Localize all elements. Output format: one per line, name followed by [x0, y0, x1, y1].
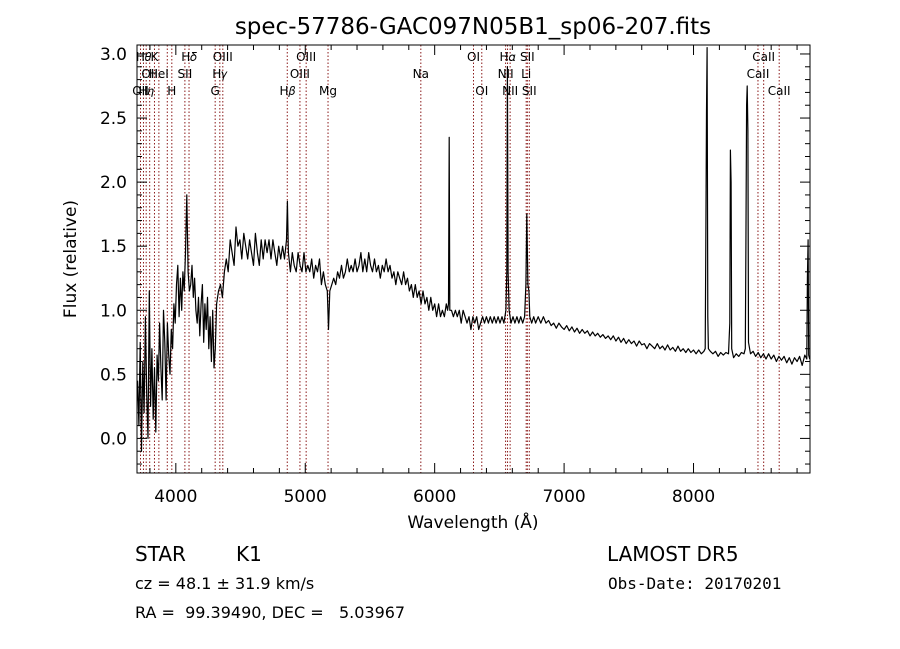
line-label-10: G [211, 84, 220, 98]
line-label-14: OIII [290, 67, 310, 81]
line-label-17: Na [413, 67, 429, 81]
line-label-15: OIII [296, 50, 316, 64]
y-axis-label: Flux (relative) [61, 200, 81, 318]
line-label-1: H𝜃 [136, 50, 151, 64]
line-label-5: HeI [149, 67, 169, 81]
line-label-7: H [167, 84, 176, 98]
y-tick-label-1: 0.5 [100, 365, 127, 385]
sky-coordinates: RA = 99.39490, DEC = 5.03967 [135, 603, 406, 622]
spectrum-series-line [137, 47, 811, 452]
x-axis-label: Wavelength (Å) [407, 511, 538, 533]
line-label-2: H𝜂 [139, 84, 155, 98]
line-label-25: SII [522, 84, 537, 98]
y-tick-label-2: 1.0 [100, 301, 127, 321]
line-label-28: CaII [768, 84, 791, 98]
line-label-4: K [151, 50, 160, 64]
y-tick-label-5: 2.5 [100, 109, 127, 129]
line-label-18: OI [467, 50, 480, 64]
x-tick-label-1: 5000 [284, 487, 327, 507]
y-tick-label-6: 3.0 [100, 45, 127, 65]
line-label-22: NII [502, 84, 518, 98]
x-tick-label-0: 4000 [154, 487, 197, 507]
line-label-12: OIII [213, 50, 233, 64]
line-label-3: OII [141, 67, 158, 81]
spectral-line-labels: OIIH𝜃H𝜂OIIKHeIHSIIH𝛿GH𝛾OIIIH𝛽OIIIOIIIMgN… [132, 50, 790, 98]
y-tick-label-0: 0.0 [100, 429, 127, 449]
line-label-8: SII [178, 67, 193, 81]
y-axis: 0.0 0.5 1.0 1.5 2.0 2.5 3.0 [100, 45, 810, 465]
line-label-19: OI [475, 84, 488, 98]
y-tick-label-4: 2.0 [100, 173, 127, 193]
line-label-0: OII [132, 84, 149, 98]
y-tick-label-3: 1.5 [100, 237, 127, 257]
line-label-11: H𝛾 [212, 67, 228, 81]
object-type: STAR [135, 542, 186, 566]
x-tick-label-2: 6000 [413, 487, 456, 507]
line-label-16: Mg [319, 84, 337, 98]
line-label-20: NII [498, 67, 514, 81]
survey-name: LAMOST DR5 [607, 542, 739, 566]
spectral-line-markers [139, 45, 780, 473]
redshift-velocity: cz = 48.1 ± 31.9 km/s [135, 574, 315, 593]
line-label-27: CaII [752, 50, 775, 64]
spectral-subclass: K1 [236, 542, 262, 566]
line-label-24: SII [520, 50, 535, 64]
line-label-23: Li [521, 67, 531, 81]
x-tick-label-4: 8000 [672, 487, 715, 507]
x-tick-label-3: 7000 [542, 487, 585, 507]
observation-date: Obs-Date: 20170201 [608, 574, 782, 593]
chart-title: spec-57786-GAC097N05B1_sp06-207.fits [235, 14, 711, 40]
line-label-13: H𝛽 [279, 84, 295, 98]
line-label-9: H𝛿 [181, 50, 197, 64]
line-label-26: CaII [747, 67, 770, 81]
line-label-21: H𝛼 [500, 50, 516, 64]
x-axis: 4000 5000 6000 7000 8000 [149, 45, 798, 507]
